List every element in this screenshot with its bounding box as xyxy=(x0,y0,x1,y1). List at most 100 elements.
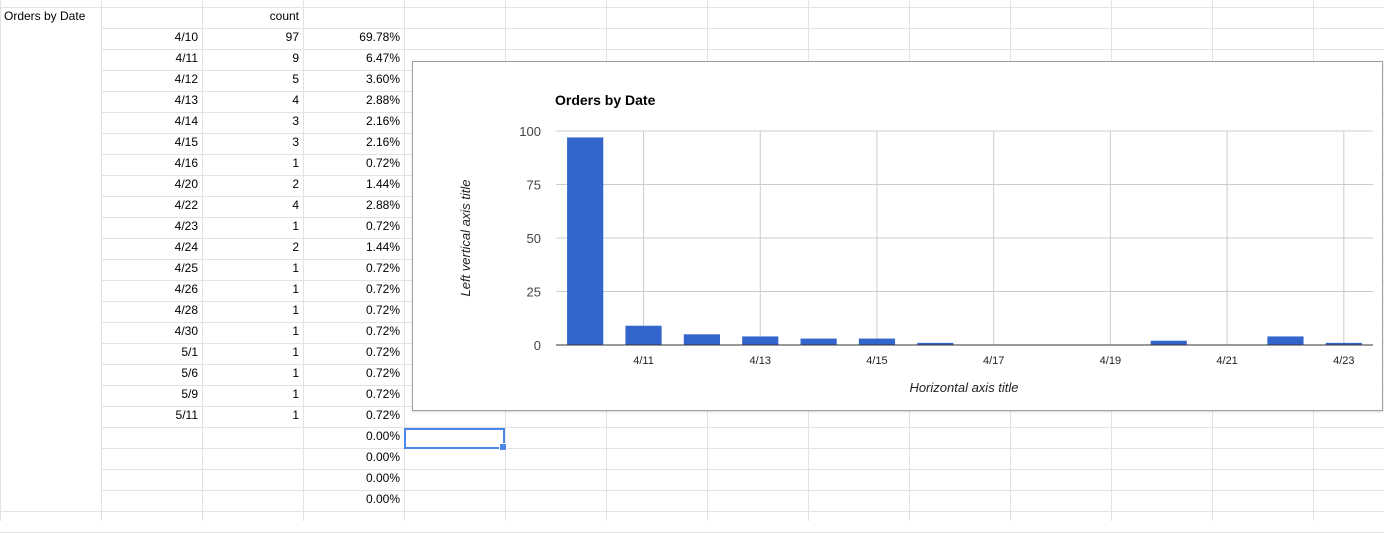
x-tick-label: 4/19 xyxy=(1100,355,1121,367)
count-cell[interactable]: 2 xyxy=(292,240,299,254)
row-gridline xyxy=(0,511,1384,512)
header-cell-count[interactable]: count xyxy=(269,9,299,23)
date-cell[interactable]: 4/12 xyxy=(174,72,198,86)
date-cell[interactable]: 4/16 xyxy=(174,156,198,170)
count-cell[interactable]: 1 xyxy=(292,324,299,338)
count-cell[interactable]: 1 xyxy=(292,303,299,317)
percent-cell[interactable]: 1.44% xyxy=(365,177,400,191)
x-tick-label: 4/21 xyxy=(1216,355,1237,367)
count-cell[interactable]: 9 xyxy=(292,51,299,65)
count-cell[interactable]: 2 xyxy=(292,177,299,191)
bar xyxy=(683,334,720,345)
percent-cell[interactable]: 0.00% xyxy=(365,429,400,443)
date-cell[interactable]: 4/20 xyxy=(174,177,198,191)
date-cell[interactable]: 4/22 xyxy=(174,198,198,212)
percent-cell[interactable]: 3.60% xyxy=(365,72,400,86)
date-cell[interactable]: 4/13 xyxy=(174,93,198,107)
count-cell[interactable]: 1 xyxy=(292,408,299,422)
percent-cell[interactable]: 0.72% xyxy=(365,345,400,359)
percent-cell[interactable]: 2.16% xyxy=(365,135,400,149)
date-cell[interactable]: 4/23 xyxy=(174,219,198,233)
count-cell[interactable]: 3 xyxy=(292,135,299,149)
header-cell-title[interactable]: Orders by Date xyxy=(4,9,86,23)
percent-cell[interactable]: 0.72% xyxy=(365,387,400,401)
bar xyxy=(625,325,662,345)
y-tick-label: 75 xyxy=(527,178,541,193)
percent-cell[interactable]: 1.44% xyxy=(365,240,400,254)
row-gridline xyxy=(101,49,1384,50)
x-tick-label: 4/13 xyxy=(750,355,771,367)
percent-cell[interactable]: 0.72% xyxy=(365,366,400,380)
date-cell[interactable] xyxy=(101,447,202,468)
percent-cell[interactable]: 0.72% xyxy=(365,261,400,275)
date-cell[interactable]: 5/9 xyxy=(181,387,198,401)
x-tick-label: 4/17 xyxy=(983,355,1004,367)
date-cell[interactable]: 4/14 xyxy=(174,114,198,128)
date-cell[interactable]: 4/15 xyxy=(174,135,198,149)
date-cell[interactable]: 4/24 xyxy=(174,240,198,254)
count-cell[interactable] xyxy=(202,447,303,468)
count-cell[interactable]: 1 xyxy=(292,366,299,380)
count-cell[interactable]: 1 xyxy=(292,345,299,359)
count-cell[interactable] xyxy=(202,489,303,510)
bar-chart: 0 25 50 75 100 4/11 4/13 4/15 4/17 4/19 4/21 4/23 Or… xyxy=(458,92,1373,395)
date-cell[interactable]: 4/30 xyxy=(174,324,198,338)
column-gridline xyxy=(303,0,304,521)
x-tick-label: 4/11 xyxy=(633,355,654,367)
date-cell[interactable] xyxy=(101,468,202,489)
count-cell[interactable]: 1 xyxy=(292,261,299,275)
percent-cell[interactable]: 0.00% xyxy=(365,471,400,485)
count-cell[interactable] xyxy=(202,468,303,489)
date-cell[interactable]: 5/1 xyxy=(181,345,198,359)
percent-cell[interactable]: 0.72% xyxy=(365,408,400,422)
percent-cell[interactable]: 69.78% xyxy=(359,30,400,44)
row-gridline xyxy=(101,28,1384,29)
date-cell[interactable]: 4/10 xyxy=(174,30,198,44)
percent-cell[interactable]: 2.16% xyxy=(365,114,400,128)
count-cell[interactable]: 4 xyxy=(292,93,299,107)
fill-handle[interactable] xyxy=(499,443,507,451)
percent-cell[interactable]: 6.47% xyxy=(365,51,400,65)
bar xyxy=(567,137,604,345)
count-cell[interactable]: 1 xyxy=(292,219,299,233)
y-tick-label: 100 xyxy=(519,124,541,139)
date-cell[interactable]: 4/26 xyxy=(174,282,198,296)
count-cell[interactable]: 1 xyxy=(292,387,299,401)
percent-cell[interactable]: 2.88% xyxy=(365,198,400,212)
count-cell[interactable]: 1 xyxy=(292,156,299,170)
embedded-chart[interactable]: 0 25 50 75 100 4/11 4/13 4/15 4/17 4/19 4/21 4/23 Or… xyxy=(412,61,1383,411)
count-cell[interactable]: 1 xyxy=(292,282,299,296)
column-gridline xyxy=(101,0,102,521)
date-cell[interactable]: 5/11 xyxy=(175,408,198,422)
count-cell[interactable]: 4 xyxy=(292,198,299,212)
count-cell[interactable]: 97 xyxy=(285,30,299,44)
date-cell[interactable]: 4/25 xyxy=(174,261,198,275)
row-gridline xyxy=(101,490,1384,491)
bar xyxy=(917,342,954,345)
percent-cell[interactable]: 0.00% xyxy=(365,492,400,506)
chart-title: Orders by Date xyxy=(555,92,656,108)
percent-cell[interactable]: 0.72% xyxy=(365,156,400,170)
column-gridline xyxy=(202,0,203,521)
date-cell[interactable]: 5/6 xyxy=(181,366,198,380)
row-gridline xyxy=(101,469,1384,470)
percent-cell[interactable]: 2.88% xyxy=(365,93,400,107)
percent-cell[interactable]: 0.00% xyxy=(365,450,400,464)
row-gridline xyxy=(101,427,1384,428)
count-cell[interactable]: 5 xyxy=(292,72,299,86)
percent-cell[interactable]: 0.72% xyxy=(365,219,400,233)
selected-cell[interactable] xyxy=(404,428,507,451)
count-cell[interactable]: 3 xyxy=(292,114,299,128)
percent-cell[interactable]: 0.72% xyxy=(365,324,400,338)
count-cell[interactable] xyxy=(202,426,303,447)
date-cell[interactable] xyxy=(101,426,202,447)
bar xyxy=(800,338,837,345)
date-cell[interactable]: 4/28 xyxy=(174,303,198,317)
percent-cell[interactable]: 0.72% xyxy=(365,282,400,296)
date-cell[interactable]: 4/11 xyxy=(175,51,198,65)
bar xyxy=(742,336,779,345)
row-gridline xyxy=(101,448,1384,449)
percent-cell[interactable]: 0.72% xyxy=(365,303,400,317)
date-cell[interactable] xyxy=(101,489,202,510)
y-tick-label: 25 xyxy=(527,285,541,300)
